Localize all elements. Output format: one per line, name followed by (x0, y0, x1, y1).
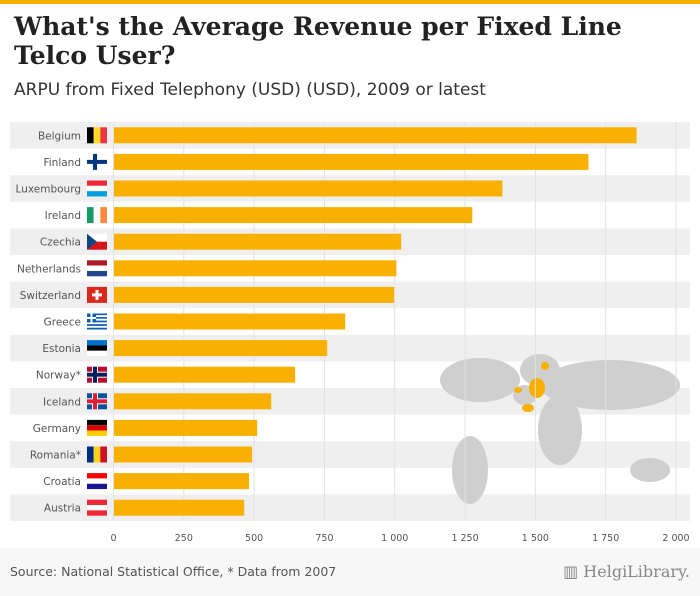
map-highlight (514, 387, 522, 393)
x-tick-label: 750 (315, 533, 333, 544)
category-label: Netherlands (17, 263, 81, 275)
category-label: Finland (43, 157, 81, 169)
flag-be-icon (87, 127, 107, 144)
category-label: Austria (44, 503, 81, 515)
flag-gr-icon (87, 313, 107, 330)
x-tick-label: 1 500 (522, 533, 549, 544)
category-label: Estonia (42, 343, 81, 355)
bar-no (114, 366, 296, 383)
map-landmass (452, 436, 488, 504)
flag-de-icon (87, 419, 107, 436)
category-label: Croatia (43, 476, 81, 488)
flag-no-icon (87, 366, 107, 383)
subtitle: ARPU from Fixed Telephony (USD) (USD), 2… (14, 80, 486, 100)
map-landmass (630, 458, 670, 482)
map-landmass (538, 395, 582, 465)
category-label: Greece (44, 317, 81, 329)
category-label: Ireland (45, 210, 81, 222)
flag-is-icon (87, 393, 107, 410)
top-accent-bar (0, 0, 700, 4)
helgi-library-logo: ▥ HelgiLibrary. (563, 562, 690, 581)
footer (0, 548, 700, 596)
map-landmass (540, 360, 680, 410)
page-title: What's the Average Revenue per Fixed Lin… (14, 12, 622, 70)
x-tick-label: 500 (245, 533, 263, 544)
row-band (10, 441, 690, 468)
bar-lu (114, 180, 503, 197)
category-label: Czechia (40, 237, 81, 249)
x-tick-label: 2 000 (662, 533, 689, 544)
bar-gr (114, 313, 346, 330)
flag-hr-icon (87, 473, 107, 490)
flag-ch-icon (87, 286, 107, 303)
x-tick-label: 1 000 (381, 533, 408, 544)
bar-de (114, 419, 258, 436)
x-tick-label: 1 250 (451, 533, 478, 544)
flag-ie-icon (87, 207, 107, 224)
category-label: Luxembourg (16, 184, 81, 196)
x-tick-label: 250 (175, 533, 193, 544)
flag-ro-icon (87, 446, 107, 463)
flag-nl-icon (87, 260, 107, 277)
flag-lu-icon (87, 180, 107, 197)
map-highlight (541, 362, 549, 370)
bar-cz (114, 233, 402, 250)
category-label: Belgium (38, 130, 81, 142)
bar-hr (114, 473, 249, 490)
bar-fi (114, 153, 589, 170)
world-map-background (440, 354, 680, 504)
bar-is (114, 393, 272, 410)
row-band (10, 334, 690, 362)
category-label: Norway* (36, 370, 81, 382)
map-highlight (529, 378, 545, 398)
bar-ch (114, 286, 395, 303)
x-tick-label: 0 (110, 533, 116, 544)
source-note: Source: National Statistical Office, * D… (10, 564, 337, 579)
bar-be (114, 127, 637, 144)
bar-ie (114, 207, 473, 224)
map-highlight (522, 404, 534, 412)
category-label: Romania* (30, 450, 81, 462)
map-landmass (440, 358, 520, 402)
row-band (10, 494, 690, 521)
flag-at-icon (87, 499, 107, 516)
category-label: Iceland (43, 396, 81, 408)
x-tick-label: 1 750 (592, 533, 619, 544)
flag-fi-icon (87, 153, 107, 170)
bar-chart: 0 250 500 750 1 000 1 250 1 500 1 750 2 000 Belgi… (10, 122, 690, 544)
bar-nl (114, 260, 397, 277)
category-label: Germany (33, 423, 81, 435)
bar-ro (114, 446, 253, 463)
bar-ee (114, 340, 328, 357)
bar-at (114, 499, 245, 516)
category-label: Switzerland (20, 290, 81, 302)
flag-cz-icon (87, 233, 107, 250)
flag-ee-icon (87, 340, 107, 357)
